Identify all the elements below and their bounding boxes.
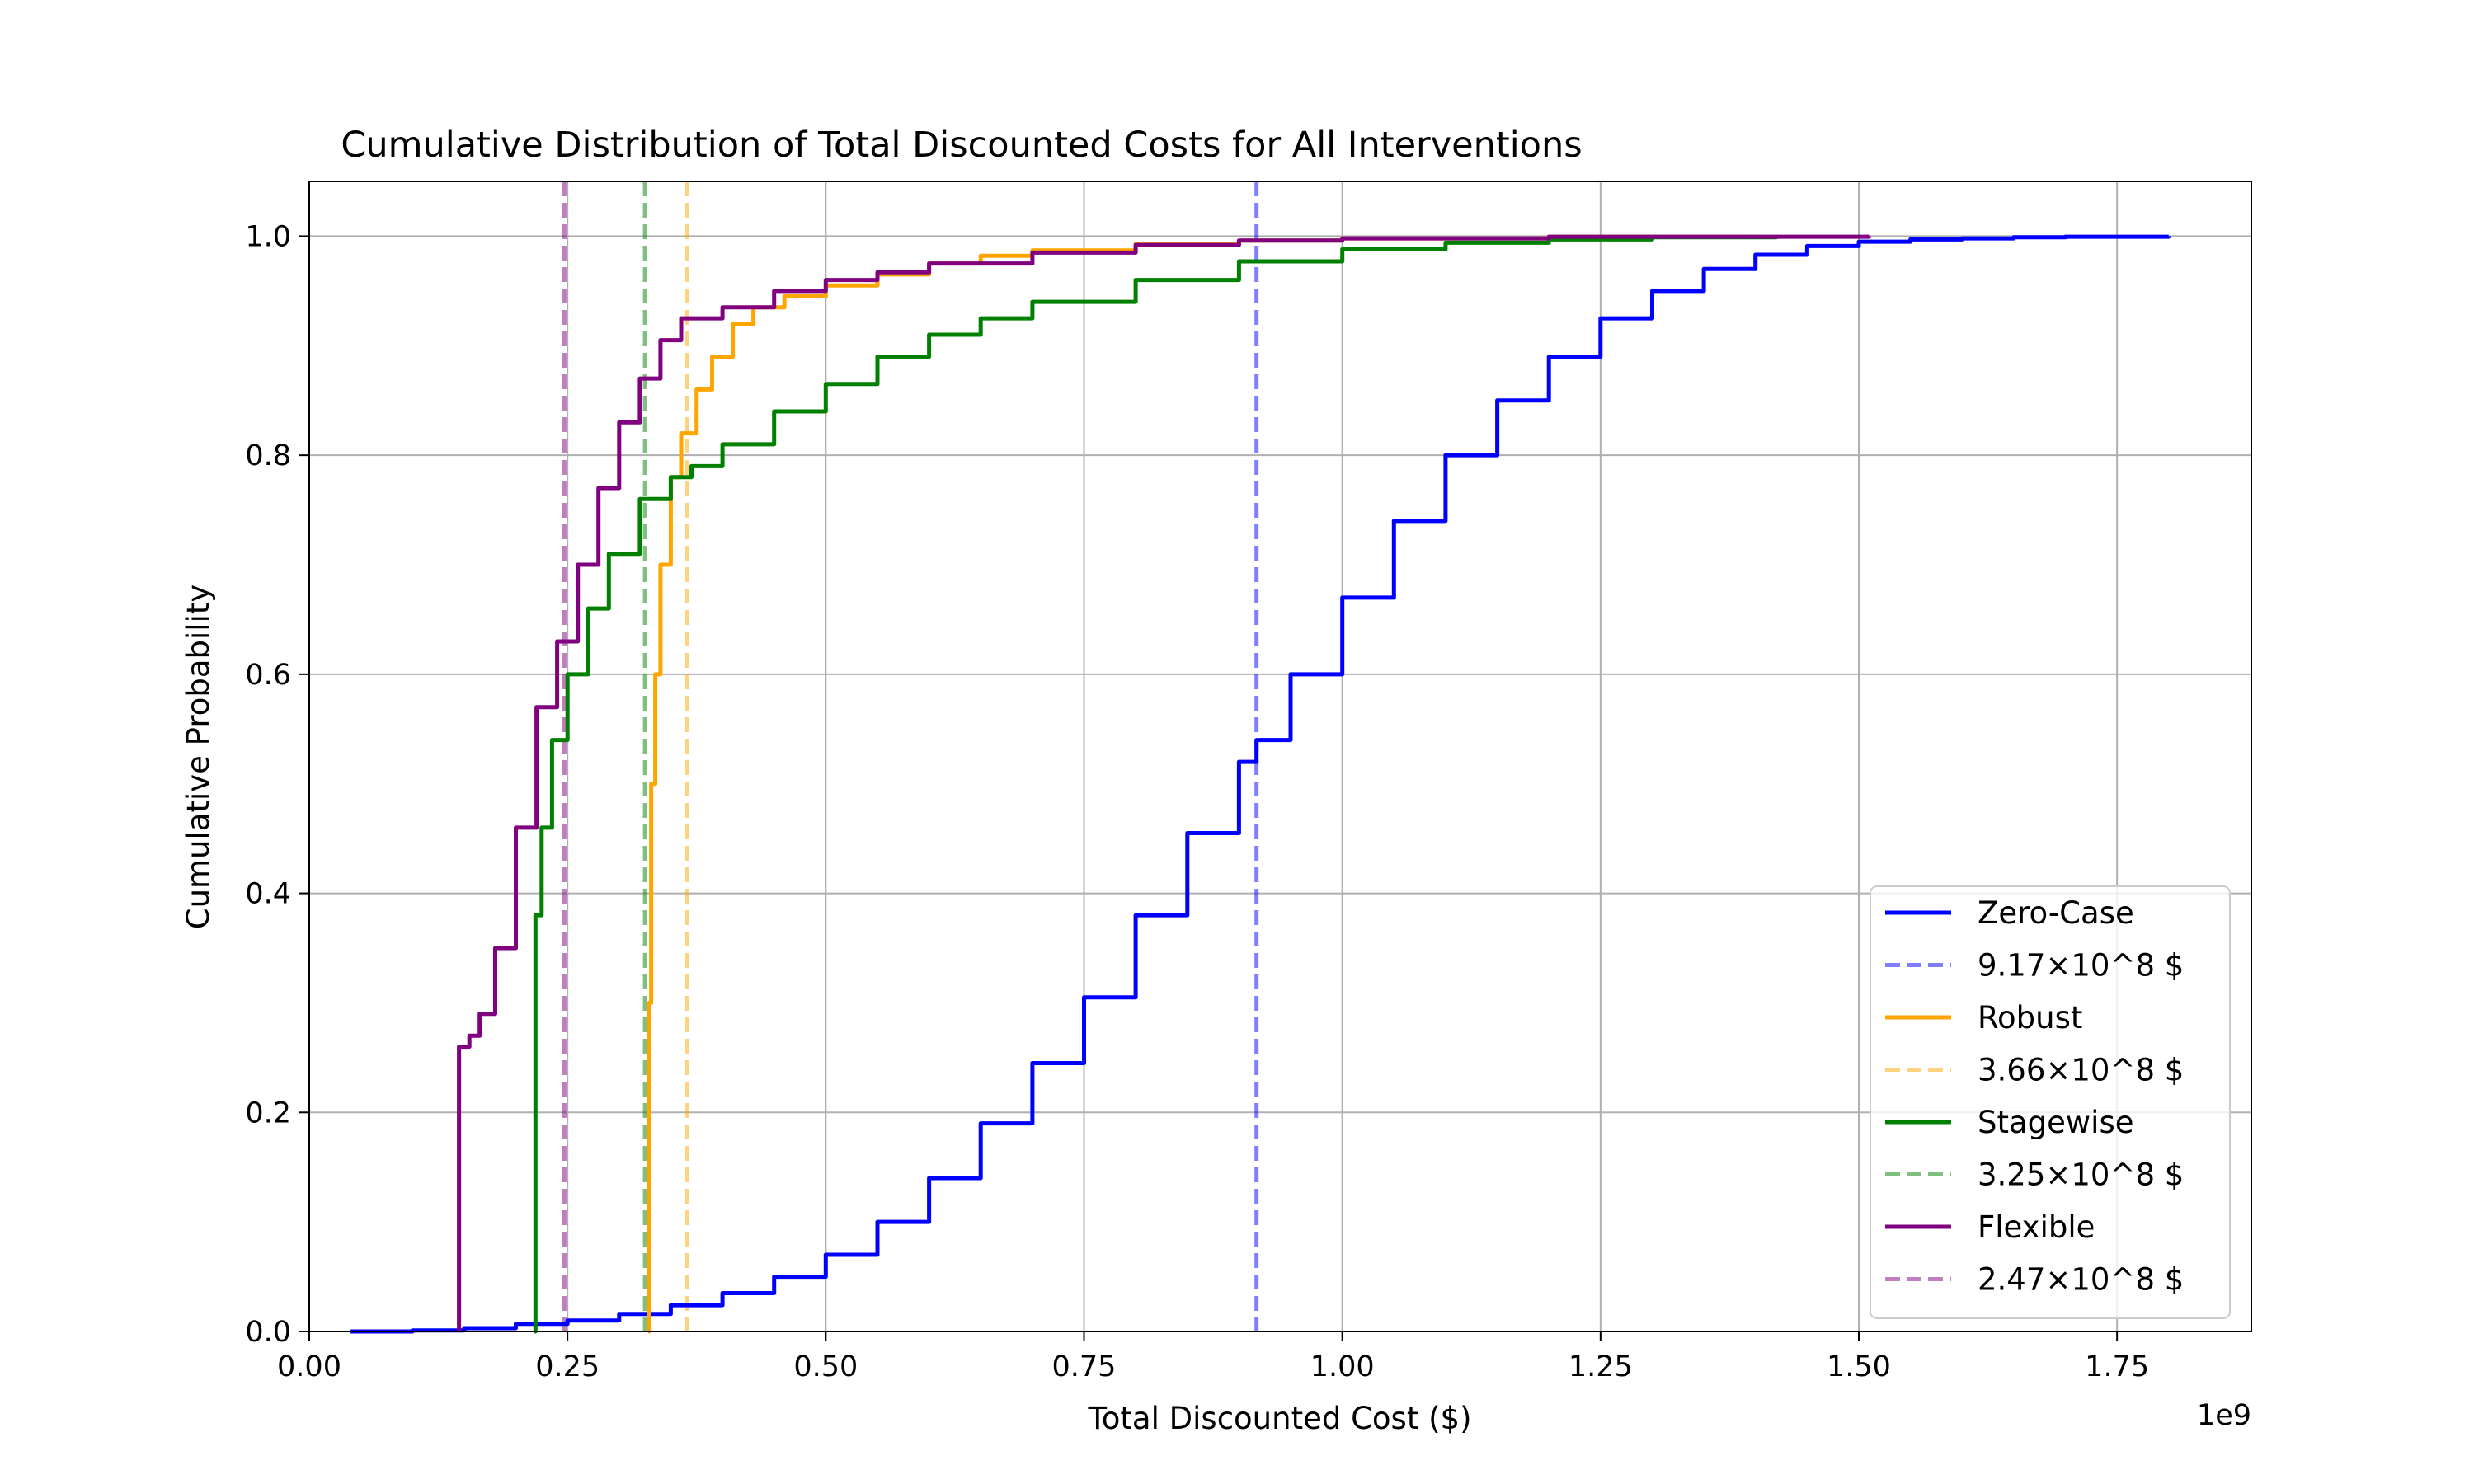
legend-label-flexible-mean: 2.47×10^8 $: [1978, 1262, 2184, 1298]
y-tick-label: 1.0: [245, 220, 291, 253]
x-tick-label: 0.00: [277, 1350, 341, 1383]
legend-label-stagewise-mean: 3.25×10^8 $: [1978, 1158, 2184, 1193]
legend-label-robust-mean: 3.66×10^8 $: [1978, 1053, 2184, 1088]
zero-case-cdf-line: [350, 234, 2171, 1334]
y-tick-label: 0.0: [245, 1316, 291, 1349]
plot-area-frame: [308, 181, 2252, 1332]
x-tick-label: 0.25: [535, 1350, 600, 1383]
y-tick-label: 0.8: [245, 439, 291, 472]
legend-label-flexible: Flexible: [1978, 1209, 2095, 1245]
legend-label-zero-case-mean: 9.17×10^8 $: [1978, 948, 2184, 984]
x-axis-ticks: 0.00 0.25 0.50 0.75 1.00 1.25 1.50 1.75: [277, 1331, 2149, 1383]
y-axis-ticks: 0.0 0.2 0.4 0.6 0.8 1.0: [245, 220, 309, 1349]
x-tick-label: 1.00: [1310, 1350, 1375, 1383]
y-tick-label: 0.6: [245, 659, 291, 692]
legend-frame: [1870, 885, 2231, 1319]
stagewise-cdf-line: [533, 235, 1779, 1334]
x-axis-label: Total Discounted Cost ($): [1087, 1401, 1471, 1436]
y-axis-label: Cumulative Probability: [181, 585, 216, 930]
y-tick-label: 0.4: [245, 878, 291, 911]
chart-title: Cumulative Distribution of Total Discoun…: [341, 124, 1582, 166]
y-tick-label: 0.2: [245, 1097, 291, 1129]
legend-label-stagewise: Stagewise: [1978, 1105, 2134, 1140]
x-tick-label: 1.25: [1569, 1350, 1633, 1383]
x-axis-offset-label: 1e9: [2197, 1399, 2251, 1432]
cdf-curves: [350, 234, 2171, 1334]
legend-label-zero-case: Zero-Case: [1978, 895, 2134, 931]
x-tick-label: 0.75: [1052, 1350, 1117, 1383]
legend: Zero-Case 9.17×10^8 $ Robust 3.66×10^8 $ Sta…: [1870, 885, 2231, 1319]
x-tick-label: 1.75: [2085, 1350, 2149, 1383]
legend-label-robust: Robust: [1978, 1000, 2082, 1036]
x-tick-label: 1.50: [1827, 1350, 1891, 1383]
flexible-cdf-line: [457, 234, 1871, 1331]
x-tick-label: 0.50: [793, 1350, 858, 1383]
